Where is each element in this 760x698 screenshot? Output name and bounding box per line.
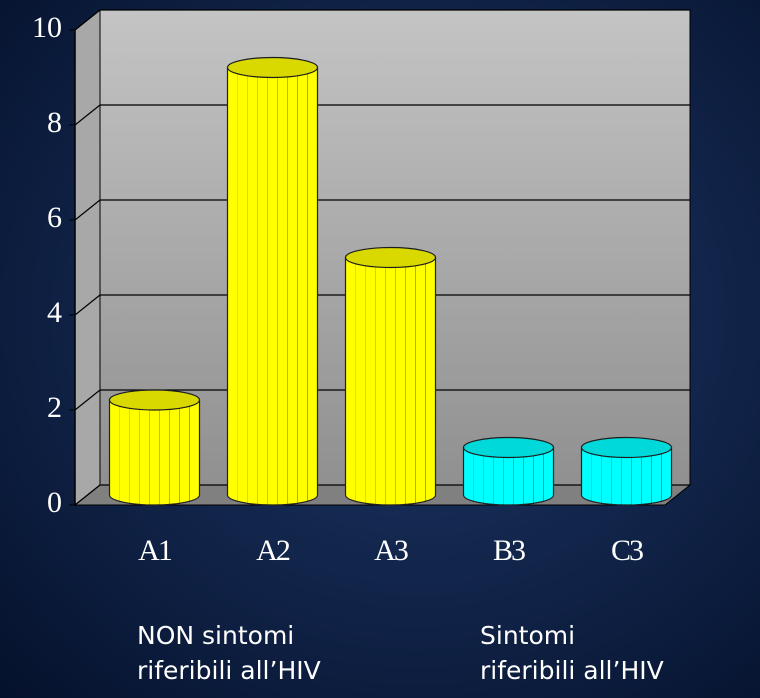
grid-line [74,199,690,221]
bar-top [580,436,673,459]
x-tick-label: A2 [256,534,290,567]
grid-line [74,104,690,126]
bar [226,66,319,506]
bar-top [108,389,201,411]
bar-top [344,246,437,269]
y-tick-label: 6 [47,201,62,234]
y-tick-label: 4 [47,296,62,329]
annotation: Sintomi [480,621,575,650]
bar-top [226,56,319,79]
annotation: riferibili all’HIV [137,656,321,685]
y-tick-label: 2 [47,391,62,424]
bar-top [462,436,555,459]
grid-line [74,294,690,316]
bar [580,446,673,506]
bar [108,399,201,506]
side-wall [74,8,101,507]
y-tick-label: 10 [32,11,62,44]
y-tick-label: 0 [47,486,62,519]
x-tick-label: B3 [493,534,525,567]
annotation: riferibili all’HIV [480,656,664,685]
y-tick-label: 8 [47,106,62,139]
x-tick-label: C3 [611,534,643,567]
grid-line [74,389,690,411]
annotation: NON sintomi [137,621,294,650]
x-tick-label: A3 [374,534,408,567]
grid-line [74,9,690,31]
bar [462,446,555,506]
bar [344,256,437,506]
x-tick-label: A1 [138,534,172,567]
